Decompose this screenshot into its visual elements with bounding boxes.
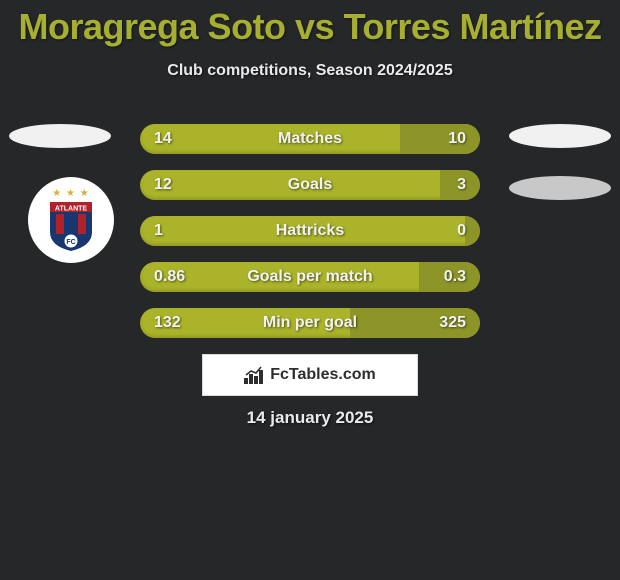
- stat-label: Matches: [140, 124, 480, 154]
- player-left-oval: [9, 124, 111, 148]
- shield-icon: ATLANTE FC: [48, 200, 94, 252]
- logo-text: ATLANTE: [55, 206, 87, 213]
- club-logo: ★ ★ ★ ATLANTE FC: [28, 177, 114, 263]
- player-right-oval-2: [509, 176, 611, 200]
- stat-value-right: 0: [457, 216, 466, 246]
- brand-box: FcTables.com: [202, 354, 418, 396]
- stat-bar: 132Min per goal325: [140, 308, 480, 338]
- bar-chart-icon: [244, 366, 266, 384]
- stat-label: Goals: [140, 170, 480, 200]
- page-subtitle: Club competitions, Season 2024/2025: [0, 62, 620, 80]
- stat-value-right: 0.3: [444, 262, 466, 292]
- page-title: Moragrega Soto vs Torres Martínez: [0, 0, 620, 48]
- stat-bar: 14Matches10: [140, 124, 480, 154]
- stat-value-right: 10: [448, 124, 466, 154]
- stat-bar: 0.86Goals per match0.3: [140, 262, 480, 292]
- stat-label: Hattricks: [140, 216, 480, 246]
- date-label: 14 january 2025: [0, 408, 620, 428]
- stat-label: Goals per match: [140, 262, 480, 292]
- logo-stars-icon: ★ ★ ★: [52, 188, 89, 199]
- player-right-oval-1: [509, 124, 611, 148]
- logo-fc: FC: [66, 239, 75, 246]
- stat-bar: 1Hattricks0: [140, 216, 480, 246]
- stat-label: Min per goal: [140, 308, 480, 338]
- stats-bar-group: 14Matches10 12Goals3 1Hattricks0 0.86Goals …: [140, 124, 480, 354]
- stat-value-right: 3: [457, 170, 466, 200]
- stat-value-right: 325: [439, 308, 466, 338]
- stat-bar: 12Goals3: [140, 170, 480, 200]
- brand-text: FcTables.com: [270, 366, 376, 384]
